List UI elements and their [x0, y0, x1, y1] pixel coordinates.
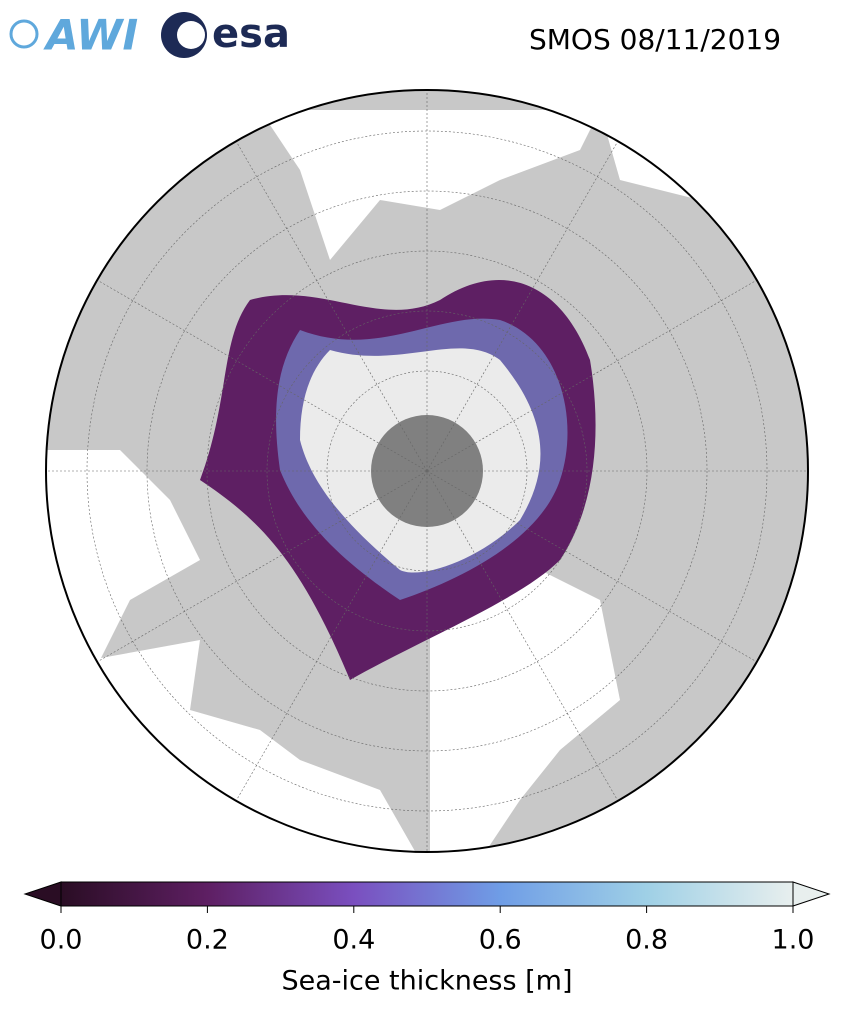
colorbar-tick-label: 0.2: [186, 925, 229, 956]
colorbar: [23, 881, 831, 907]
colorbar-gradient: [60, 881, 794, 907]
logo-awi-text: AWI: [43, 11, 138, 60]
title: SMOS 08/11/2019: [529, 23, 781, 56]
colorbar-tick-label: 0.6: [479, 925, 522, 956]
logo-awi: AWI: [9, 11, 138, 60]
map-boundary: [45, 89, 809, 853]
colorbar-extend-min: [23, 881, 62, 907]
colorbar-tick-label: 0.0: [40, 925, 83, 956]
colorbar-tick-label: 0.4: [332, 925, 375, 956]
logo-esa-text: esa: [212, 11, 290, 57]
colorbar-extend-max: [792, 881, 831, 907]
logo-esa: esa: [161, 11, 290, 58]
colorbar-label: Sea-ice thickness [m]: [281, 966, 572, 997]
colorbar-tick-label: 0.8: [625, 925, 668, 956]
colorbar-tick-label: 1.0: [772, 925, 815, 956]
map: [46, 90, 808, 852]
